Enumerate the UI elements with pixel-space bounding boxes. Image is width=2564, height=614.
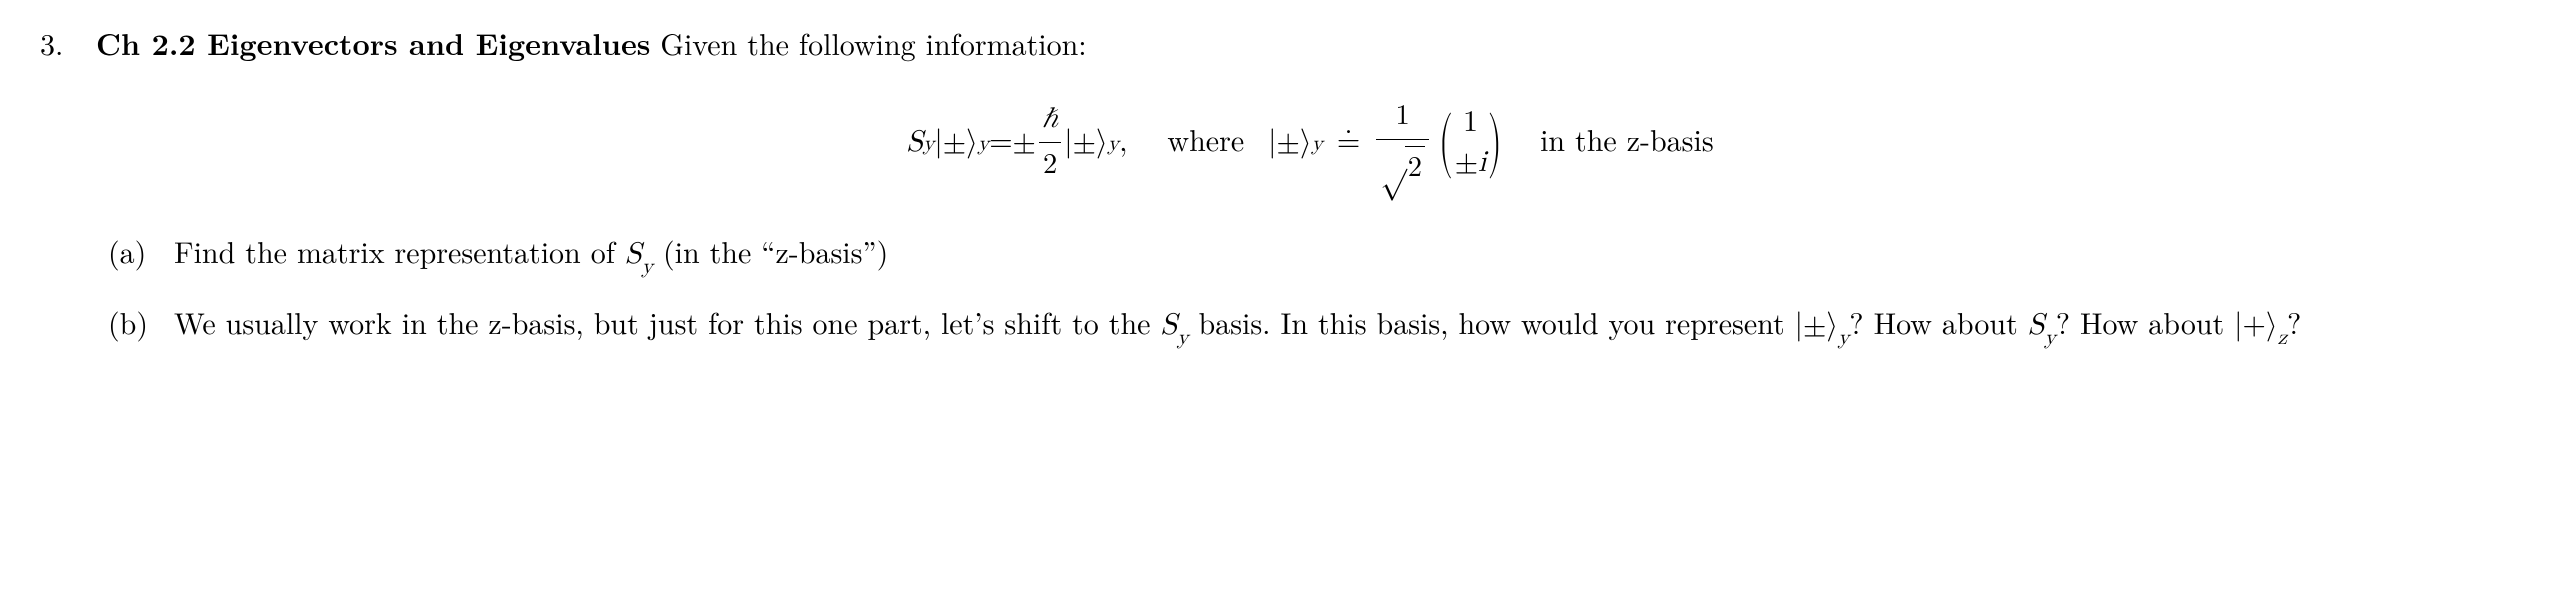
eq-rparen: ) <box>1488 109 1502 175</box>
problem-title-bold: Ch 2.2 Eigenvectors and Eigenvalues <box>96 21 650 64</box>
sqrt-body: 2 <box>1405 146 1425 190</box>
b-Sy2-S: S <box>2028 310 2045 340</box>
eq-frac-num-1: 1 <box>1391 95 1413 139</box>
equation-math: Sy |±⟩y = ± ℏ 2 |±⟩y, where |±⟩y = 1 <box>906 95 1713 190</box>
sqrt-wrapper: √ 2 <box>1380 146 1425 190</box>
eq-comma: , <box>1119 120 1127 165</box>
eq-one-over-sqrt2: 1 √ 2 <box>1376 95 1429 190</box>
b-text-2: basis. In this basis, how would you repr… <box>1189 300 1795 343</box>
b-Sy1-y: y <box>1177 328 1188 349</box>
eq-ket1-pm: ± <box>943 120 966 165</box>
equation-display: Sy |±⟩y = ± ℏ 2 |±⟩y, where |±⟩y = 1 <box>96 95 2524 190</box>
b-ket1-bar: | <box>1795 310 1803 340</box>
eq-ket1-bar: | <box>934 120 942 165</box>
subpart-a-label: (a) <box>108 228 174 273</box>
eq-doteq: = <box>1337 120 1360 165</box>
eq-ket3-sub: y <box>1312 129 1323 161</box>
sqrt-sign: √ <box>1380 146 1407 178</box>
eq-frac-den-sqrt2: √ 2 <box>1376 139 1429 190</box>
b-Sy1-S: S <box>1160 310 1177 340</box>
eq-ket1-rangle: ⟩ <box>966 120 978 165</box>
eq-hbar-over-2: ℏ 2 <box>1038 98 1062 187</box>
eq-ket2-sub: y <box>1108 129 1119 161</box>
b-Sy-2: Sy <box>2028 310 2056 340</box>
subparts: (a) Find the matrix representation of Sy… <box>96 228 2524 353</box>
problem-number: 3. <box>40 20 96 65</box>
b-text-1: We usually work in the z-basis, but just… <box>174 300 1160 343</box>
b-ket2-plus: + <box>2243 310 2266 340</box>
eq-ket3-pm: ± <box>1277 120 1300 165</box>
eq-vec-bot: ±i <box>1455 142 1487 183</box>
b-ket1-rangle: ⟩ <box>1826 310 1838 340</box>
eq-ket2-bar: | <box>1064 120 1072 165</box>
eq-lparen: ( <box>1439 109 1453 175</box>
subpart-b-label: (b) <box>108 299 174 344</box>
a-Sy-y: y <box>642 257 653 278</box>
subpart-a: (a) Find the matrix representation of Sy… <box>108 228 2524 281</box>
eq-ket3-rangle: ⟩ <box>1300 120 1312 165</box>
problem-3: 3. Ch 2.2 Eigenvectors and Eigenvalues G… <box>40 20 2524 370</box>
problem-title-rest: Given the following information: <box>650 21 1086 64</box>
eq-vec-bot-i: i <box>1478 147 1486 177</box>
b-ket2-rangle: ⟩ <box>2266 310 2278 340</box>
subpart-b-content: We usually work in the z-basis, but just… <box>174 299 2524 352</box>
eq-tail: in the z-basis <box>1540 120 1714 165</box>
eq-pm: ± <box>1013 120 1036 165</box>
b-ket1-sub: y <box>1838 328 1849 349</box>
b-text-4: ? How about <box>2056 300 2234 343</box>
eq-column-vector: 1 ±i <box>1455 102 1487 183</box>
b-ket2-sub: z <box>2278 328 2288 349</box>
problem-header: Ch 2.2 Eigenvectors and Eigenvalues Give… <box>96 20 2524 65</box>
b-text-3: ? How about <box>1849 300 2027 343</box>
b-ket2-bar: | <box>2234 310 2242 340</box>
eq-ket2-rangle: ⟩ <box>1096 120 1108 165</box>
eq-ket3-bar: | <box>1268 120 1276 165</box>
eq-where: where <box>1167 120 1244 165</box>
eq-ket1-sub: y <box>978 129 989 161</box>
b-ket-plus-z: |+⟩z <box>2234 310 2287 340</box>
eq-Sy-S: S <box>906 120 923 165</box>
a-Sy: Sy <box>625 239 653 269</box>
b-Sy2-y: y <box>2044 328 2055 349</box>
eq-two: 2 <box>1039 142 1061 187</box>
a-text-2: (in the “z-basis”) <box>653 229 888 272</box>
a-Sy-S: S <box>625 239 642 269</box>
eq-ket2-pm: ± <box>1073 120 1096 165</box>
b-Sy-1: Sy <box>1160 310 1188 340</box>
eq-equals-1: = <box>989 120 1012 165</box>
eq-Sy-y: y <box>923 129 934 161</box>
eq-hbar: ℏ <box>1038 98 1062 142</box>
problem-content: Ch 2.2 Eigenvectors and Eigenvalues Give… <box>96 20 2524 370</box>
b-ket-pm-y: |±⟩y <box>1795 310 1850 340</box>
subpart-a-content: Find the matrix representation of Sy (in… <box>174 228 2524 281</box>
eq-vec-bot-pm: ± <box>1455 147 1478 177</box>
eq-vec-top: 1 <box>1463 102 1478 143</box>
b-ket1-pm: ± <box>1803 310 1826 340</box>
subpart-b: (b) We usually work in the z-basis, but … <box>108 299 2524 352</box>
b-text-5: ? <box>2287 300 2301 343</box>
a-text-1: Find the matrix representation of <box>174 229 625 272</box>
